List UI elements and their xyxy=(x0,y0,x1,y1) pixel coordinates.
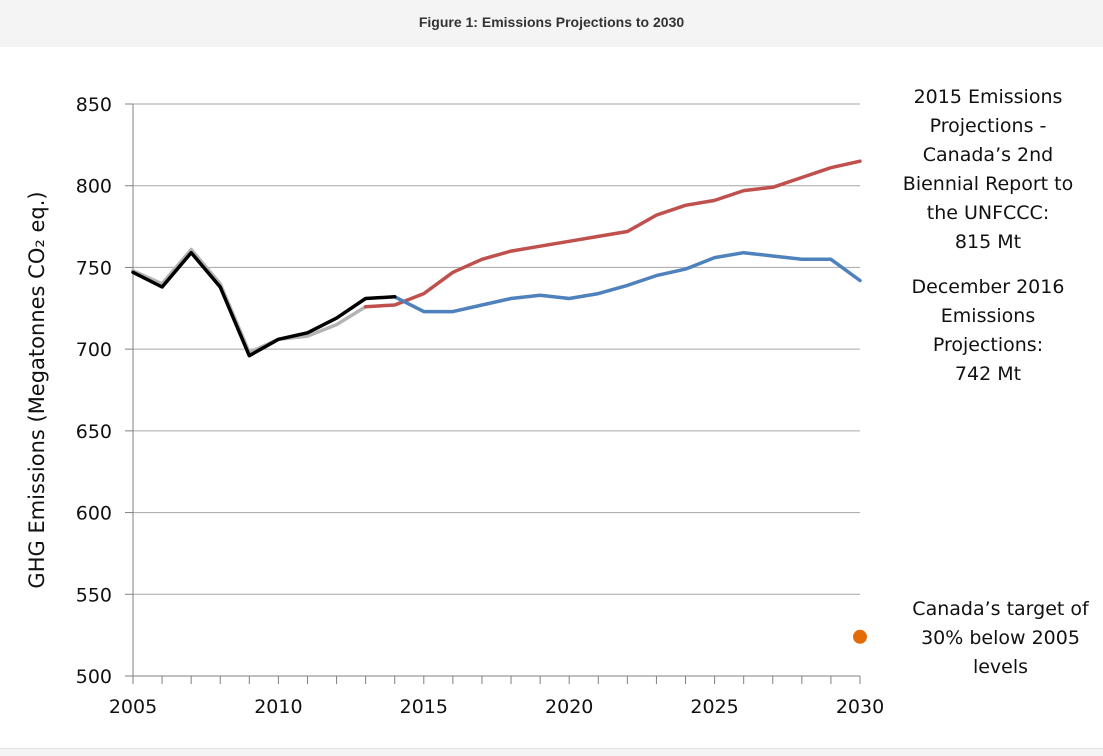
y-axis-title: GHG Emissions (Megatonnes CO₂ eq.) xyxy=(25,191,49,588)
series-line-historical_2015 xyxy=(131,247,368,355)
y-tick-label-550: 550 xyxy=(76,584,112,606)
x-tick-label-2030: 2030 xyxy=(836,696,884,718)
series-line-historical xyxy=(131,250,397,358)
x-tick-label-2005: 2005 xyxy=(109,696,157,718)
annotation-2015-projection: 2015 Emissions Projections - Canada’s 2n… xyxy=(902,86,1074,253)
x-tick-label-2015: 2015 xyxy=(400,696,448,718)
y-tick-label-500: 500 xyxy=(76,666,112,688)
y-tick-label-600: 600 xyxy=(76,503,112,525)
figure-header xyxy=(0,0,1103,47)
y-tick-label-700: 700 xyxy=(76,339,112,361)
y-tick-label-650: 650 xyxy=(76,421,112,443)
series-line-projection_2016 xyxy=(392,250,862,314)
series-line-projection_2015 xyxy=(363,159,862,309)
annotation-target: Canada’s target of 30% below 2005 levels xyxy=(912,598,1089,678)
x-tick-label-2025: 2025 xyxy=(690,696,738,718)
bottom-divider xyxy=(0,748,1103,756)
series-lines xyxy=(131,159,862,358)
y-tick-label-850: 850 xyxy=(76,94,112,116)
axes: 500 550 600 650 700 750 800 850 2005 2010 2015 2020… xyxy=(76,94,884,718)
target-point xyxy=(853,629,867,644)
gridlines xyxy=(133,103,860,595)
y-tick-label-750: 750 xyxy=(76,257,112,279)
markers xyxy=(853,629,867,644)
x-tick-label-2020: 2020 xyxy=(545,696,593,718)
figure-title: Figure 1: Emissions Projections to 2030 xyxy=(418,14,685,30)
y-tick-label-800: 800 xyxy=(76,176,112,198)
x-tick-label-2010: 2010 xyxy=(254,696,302,718)
annotation-2016-projection: December 2016 Emissions Projections: 742… xyxy=(911,276,1065,385)
emissions-chart: 500 550 600 650 700 750 800 850 2005 2010 2015 2020… xyxy=(25,94,884,718)
